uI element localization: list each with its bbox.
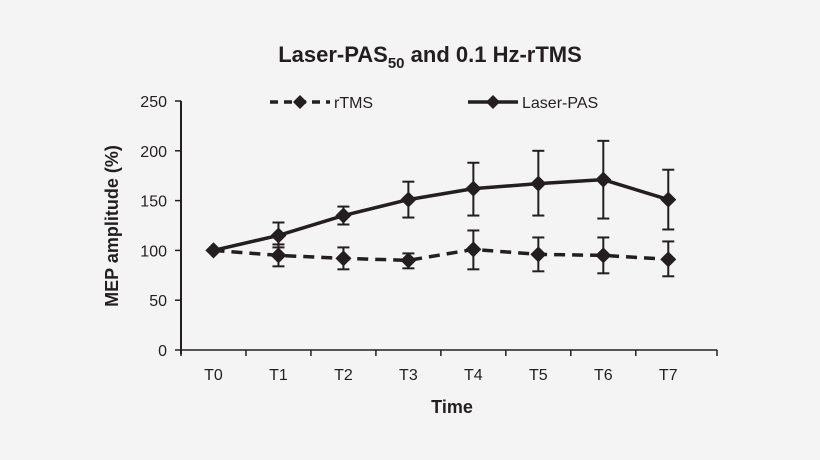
y-tick-label: 50 (149, 293, 167, 310)
chart-title-main: Laser-PAS (278, 42, 388, 67)
legend-label: rTMS (334, 95, 373, 112)
legend-diamond-marker-icon (486, 95, 500, 109)
data-point-marker (465, 180, 482, 197)
series-line (213, 247, 669, 263)
x-tick-label: T6 (594, 367, 613, 384)
legend-item-laser-pas: Laser-PAS (468, 95, 598, 112)
data-point-marker (335, 207, 352, 224)
data-point-marker (205, 242, 222, 259)
x-axis-label: Time (431, 397, 473, 417)
legend-label: Laser-PAS (522, 95, 598, 112)
y-tick-label: 200 (140, 144, 167, 161)
data-point-marker (465, 241, 482, 258)
y-tick-label: 250 (140, 94, 167, 111)
y-axis-label: MEP amplitude (%) (102, 145, 122, 307)
x-tick-label: T7 (659, 367, 678, 384)
x-tick-label: T1 (269, 367, 288, 384)
data-point-marker (660, 251, 677, 268)
data-point-marker (660, 191, 677, 208)
y-tick-label: 150 (140, 194, 167, 211)
chart-title: Laser-PAS50 and 0.1 Hz-rTMS (278, 42, 582, 72)
legend-diamond-marker-icon (293, 95, 307, 109)
x-axis-ticks: T0 T1 T2 T3 T4 T5 T6 T7 (180, 350, 718, 384)
series-laser-pas (205, 139, 677, 259)
data-point-marker (335, 250, 352, 267)
data-point-marker (400, 191, 417, 208)
data-point-marker (530, 246, 547, 263)
data-point-marker (595, 171, 612, 188)
data-point-marker (270, 247, 287, 264)
x-tick-label: T3 (399, 367, 418, 384)
x-tick-label: T2 (334, 367, 353, 384)
y-axis-ticks: 0 50 100 150 200 250 (140, 94, 181, 360)
chart-title-subscript: 50 (388, 55, 405, 72)
data-point-marker (400, 252, 417, 269)
chart-title-rest: and 0.1 Hz-rTMS (405, 42, 582, 67)
y-tick-label: 0 (158, 343, 167, 360)
data-point-marker (530, 175, 547, 192)
series-line (213, 177, 669, 253)
data-point-marker (595, 247, 612, 264)
data-point-marker (270, 227, 287, 244)
x-tick-label: T4 (464, 367, 483, 384)
series-layer (205, 139, 677, 278)
x-tick-label: T5 (529, 367, 548, 384)
y-tick-label: 100 (140, 243, 167, 260)
x-tick-label: T0 (204, 367, 223, 384)
axes (180, 101, 717, 354)
legend-item-rtms: rTMS (270, 95, 373, 112)
legend: rTMS Laser-PAS (270, 95, 598, 112)
